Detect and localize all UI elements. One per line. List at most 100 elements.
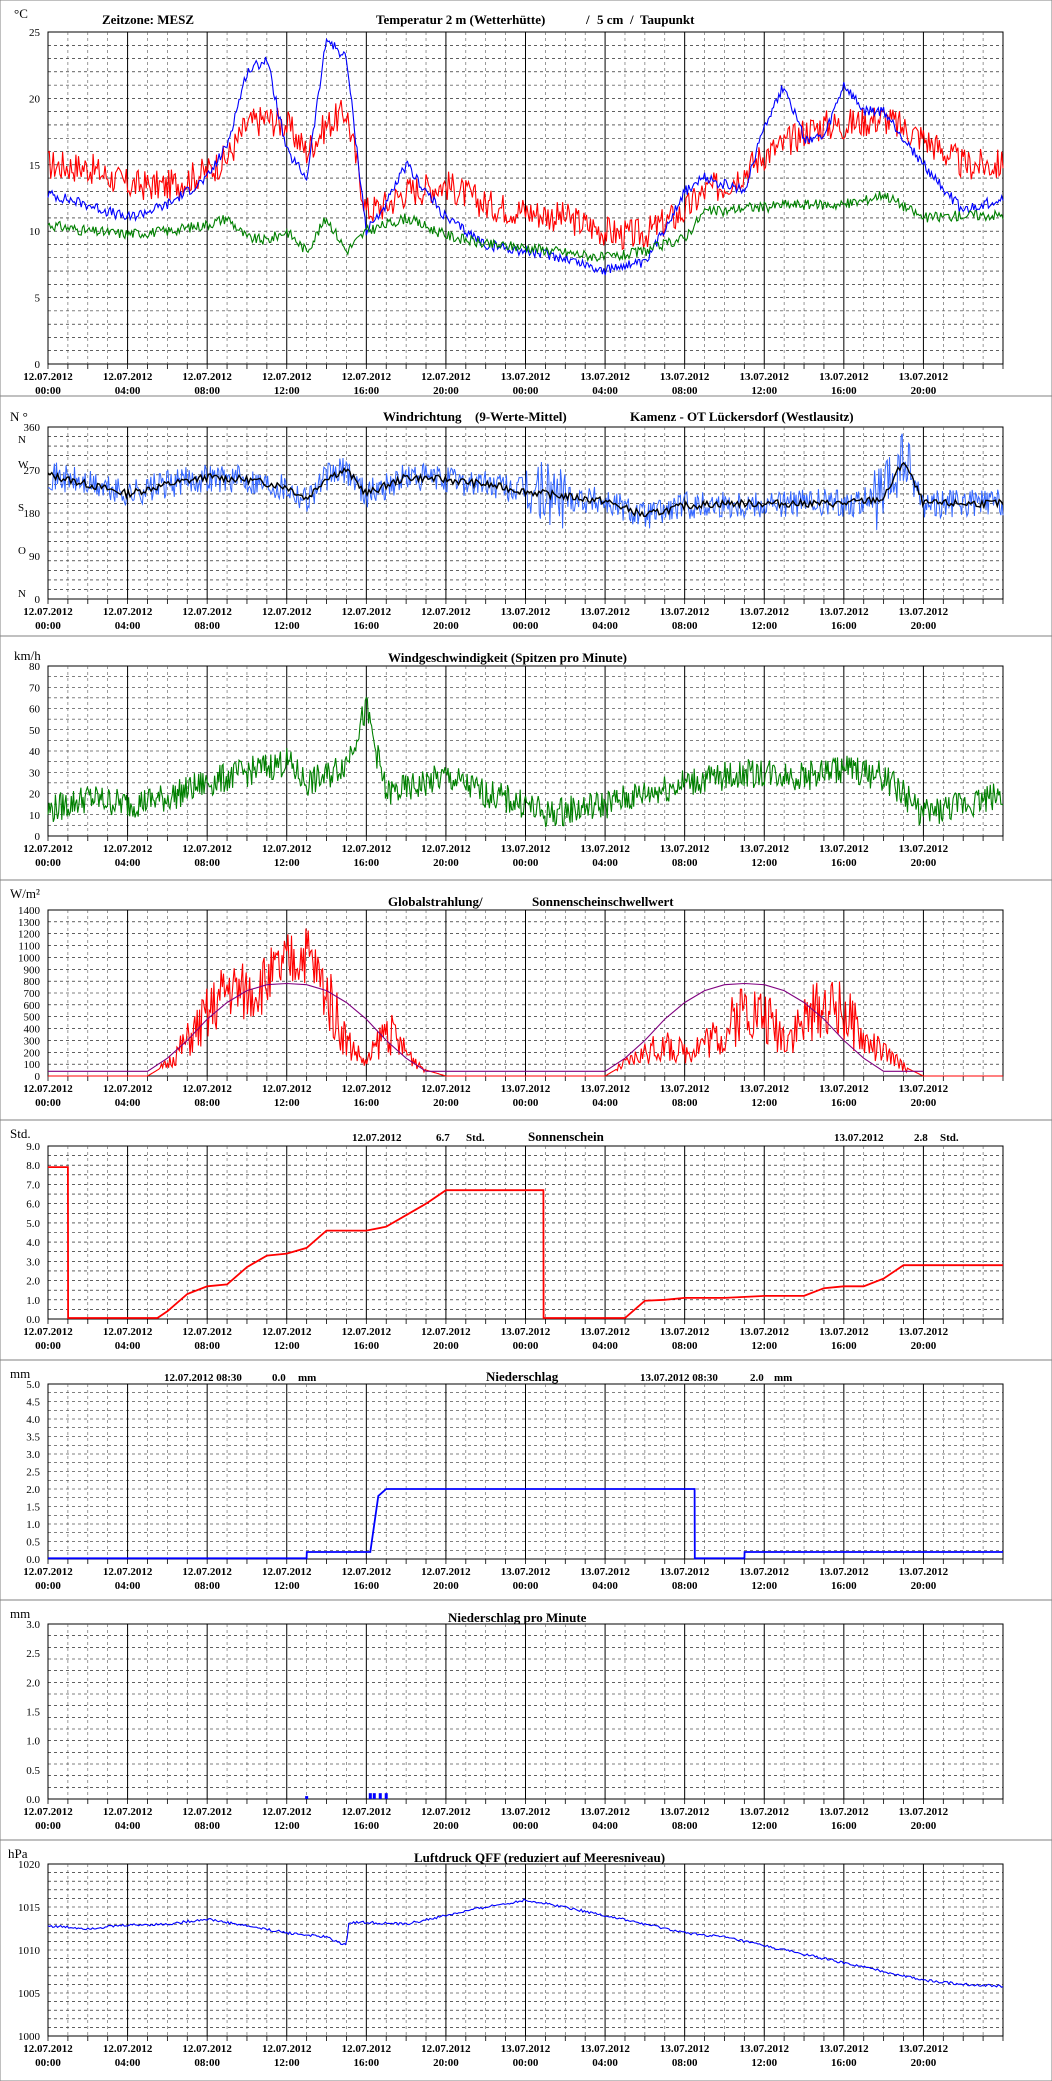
x-tick-time: 00:00 [513, 1340, 539, 1352]
y-tick-label: 1200 [18, 929, 41, 941]
x-tick-date: 12.07.2012 [182, 371, 232, 383]
x-tick-date: 13.07.2012 [899, 843, 949, 855]
x-tick-date: 13.07.2012 [819, 1083, 869, 1095]
wind-direction-title: Windrichtung [383, 409, 462, 424]
y-tick-label: 2.5 [26, 1648, 40, 1660]
x-tick-date: 13.07.2012 [580, 1806, 630, 1818]
x-tick-time: 16:00 [831, 1097, 857, 1109]
x-tick-date: 13.07.2012 [819, 371, 869, 383]
precip-total-unit-1: mm [298, 1372, 316, 1384]
y-tick-label: 700 [24, 988, 41, 1000]
x-tick-time: 12:00 [274, 1340, 300, 1352]
x-tick-date: 12.07.2012 [23, 1806, 73, 1818]
x-tick-time: 20:00 [433, 1340, 459, 1352]
x-tick-time: 12:00 [274, 1097, 300, 1109]
x-tick-date: 12.07.2012 [103, 1083, 153, 1095]
x-tick-date: 13.07.2012 [819, 1806, 869, 1818]
x-tick-time: 08:00 [194, 1580, 220, 1592]
radiation-title: Globalstrahlung/ [388, 894, 483, 909]
x-tick-date: 12.07.2012 [182, 1806, 232, 1818]
x-tick-time: 12:00 [751, 385, 777, 397]
y-tick-label: 6.0 [26, 1199, 40, 1211]
x-tick-time: 20:00 [433, 620, 459, 632]
y-tick-label: 30 [29, 767, 41, 779]
x-tick-time: 20:00 [911, 857, 937, 869]
x-tick-time: 12:00 [751, 1580, 777, 1592]
temperature-y-ticks: 0 5 10 15 20 25 [29, 27, 41, 371]
x-tick-date: 12.07.2012 [103, 2043, 153, 2055]
y-tick-label: 7.0 [26, 1179, 40, 1191]
x-tick-time: 20:00 [911, 1097, 937, 1109]
x-tick-date: 12.07.2012 [342, 843, 392, 855]
x-tick-time: 00:00 [35, 2057, 61, 2069]
x-tick-time: 16:00 [831, 857, 857, 869]
x-tick-time: 16:00 [831, 620, 857, 632]
radiation-threshold-title: Sonnenscheinschwellwert [532, 894, 674, 909]
x-tick-date: 12.07.2012 [421, 1083, 471, 1095]
x-tick-time: 16:00 [353, 1097, 379, 1109]
x-tick-date: 13.07.2012 [660, 843, 710, 855]
y-tick-label: 1.0 [26, 1295, 40, 1307]
y-tick-label: 1010 [18, 1945, 41, 1957]
x-tick-date: 12.07.2012 [342, 1326, 392, 1338]
precip-bar [384, 1793, 388, 1799]
x-tick-date: 12.07.2012 [182, 1326, 232, 1338]
x-tick-date: 12.07.2012 [262, 606, 312, 618]
x-tick-date: 12.07.2012 [262, 1566, 312, 1578]
y-tick-label: 1020 [18, 1859, 41, 1871]
x-tick-date: 12.07.2012 [103, 843, 153, 855]
radiation-y-ticks: 0100200300400500600700800900100011001200… [18, 905, 41, 1083]
x-tick-date: 13.07.2012 [740, 2043, 790, 2055]
precip-title: Niederschlag [486, 1369, 559, 1384]
y-tick-label: 1.5 [26, 1502, 40, 1514]
y-tick-label: 4.5 [26, 1397, 40, 1409]
wind-speed-x-ticks: 12.07.2012 00:00 12.07.2012 04:00 12.07.2012… [23, 843, 948, 869]
x-tick-time: 16:00 [353, 1580, 379, 1592]
x-tick-date: 13.07.2012 [740, 1326, 790, 1338]
x-tick-date: 13.07.2012 [899, 1083, 949, 1095]
x-tick-date: 12.07.2012 [182, 1083, 232, 1095]
y-tick-label: 4.0 [26, 1414, 40, 1426]
x-tick-date: 12.07.2012 [342, 371, 392, 383]
wind-direction-x-ticks: 12.07.2012 00:00 12.07.2012 04:00 12.07.2012… [23, 606, 948, 632]
x-tick-date: 12.07.2012 [342, 606, 392, 618]
precip-y-ticks: 0.0 0.5 1.0 1.5 2.0 2.5 3.0 3.5 4.0 4.5 5.0 [26, 1379, 40, 1566]
y-tick-label: 0.5 [26, 1765, 40, 1777]
x-tick-time: 08:00 [672, 2057, 698, 2069]
x-tick-time: 04:00 [592, 620, 618, 632]
precip-panel: mm 12.07.2012 08:30 0.0 mm Niederschlag … [0, 1359, 1052, 1601]
x-tick-date: 13.07.2012 [501, 606, 551, 618]
x-tick-time: 12:00 [751, 620, 777, 632]
x-tick-time: 04:00 [115, 1820, 141, 1832]
direction-label: N [18, 434, 26, 446]
y-tick-label: 800 [24, 976, 41, 988]
x-tick-date: 13.07.2012 [660, 1326, 710, 1338]
y-tick-label: 3.0 [26, 1449, 40, 1461]
x-tick-date: 13.07.2012 [660, 1566, 710, 1578]
x-tick-date: 13.07.2012 [819, 843, 869, 855]
x-tick-time: 08:00 [672, 385, 698, 397]
temperature-line-0 [47, 99, 1004, 251]
y-tick-label: 80 [29, 661, 41, 673]
x-tick-date: 12.07.2012 [182, 1566, 232, 1578]
precip-total-value-1: 0.0 [272, 1372, 286, 1384]
precip-bar [305, 1796, 309, 1799]
y-tick-label: 5 [35, 293, 41, 305]
x-tick-time: 00:00 [513, 1580, 539, 1592]
x-tick-date: 13.07.2012 [740, 606, 790, 618]
x-tick-time: 20:00 [911, 1580, 937, 1592]
sunshine-total-date-2: 13.07.2012 [834, 1132, 884, 1144]
x-tick-time: 20:00 [433, 1820, 459, 1832]
y-tick-label: 4.0 [26, 1237, 40, 1249]
y-tick-label: 10 [29, 226, 41, 238]
x-tick-time: 00:00 [35, 1097, 61, 1109]
x-tick-date: 12.07.2012 [262, 371, 312, 383]
y-tick-label: 100 [24, 1059, 41, 1071]
x-tick-time: 16:00 [353, 2057, 379, 2069]
precip-minute-series [305, 1793, 388, 1799]
x-tick-time: 20:00 [433, 1097, 459, 1109]
precip-bar [378, 1793, 382, 1799]
y-tick-label: 10 [29, 810, 41, 822]
station-name: Kamenz - OT Lückersdorf (Westlausitz) [630, 409, 854, 424]
